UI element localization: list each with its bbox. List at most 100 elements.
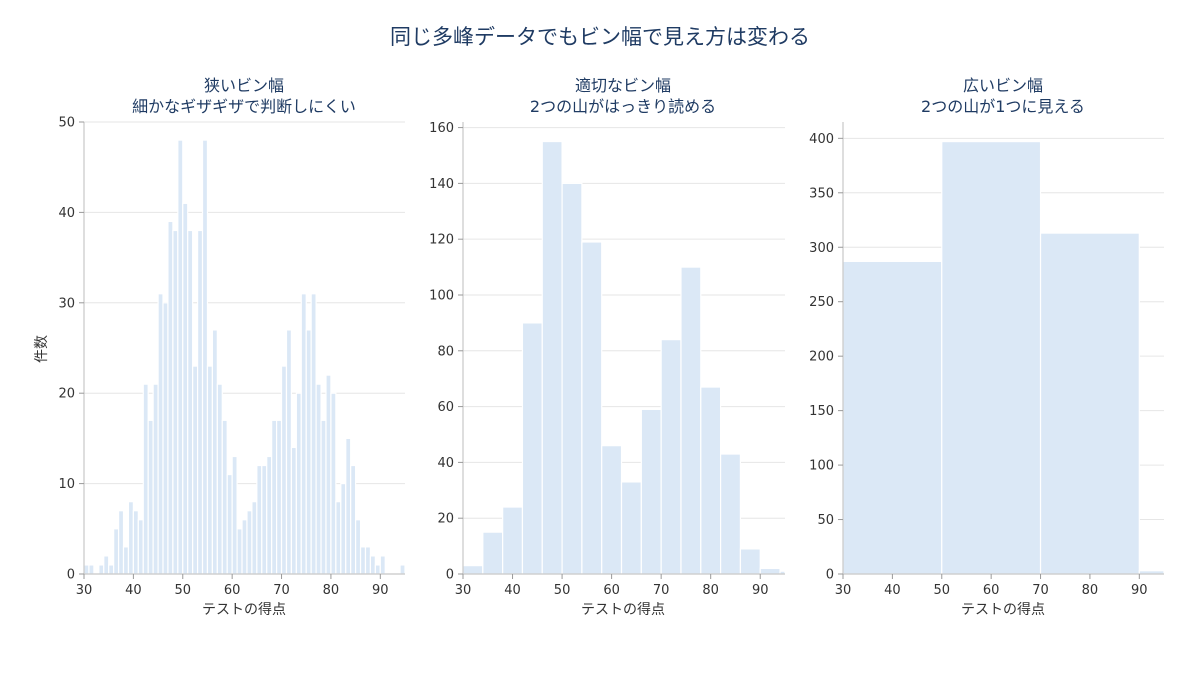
histogram-bar [127, 501, 134, 575]
histogram-bar [369, 555, 376, 575]
histogram-bar [521, 322, 543, 575]
histogram-bar [350, 464, 357, 575]
histogram-bar [251, 501, 258, 575]
x-tick-label: 70 [273, 583, 290, 598]
histogram-bar [103, 555, 110, 575]
y-tick-label: 0 [446, 568, 454, 583]
histogram-bar [502, 506, 524, 575]
histogram-bar [261, 464, 268, 575]
x-tick-label: 90 [372, 583, 389, 598]
histogram-bar [216, 383, 223, 575]
histogram-bar [108, 564, 115, 575]
x-tick-label: 60 [603, 583, 620, 598]
panel-subtitle: 2つの山がはっきり読める [530, 97, 716, 116]
histogram-bar [182, 202, 189, 575]
panel-appropriate-bins: 適切なビン幅 2つの山がはっきり読める 0 20 40 60 80 100 120 140 16… [429, 76, 786, 618]
histogram-bar [330, 392, 337, 575]
panel-wide-bins: 広いビン幅 2つの山が1つに見える 0 50 100 150 200 250 300 350 4… [809, 76, 1165, 618]
panel-narrow-bins: 狭いビン幅 細かなギザギザで判断しにくい 0 10 20 30 40 50 30 40 50 60… [34, 76, 406, 618]
axes: 0 10 20 30 40 50 30 40 50 60 70 80 90 [58, 116, 405, 598]
y-tick-label: 100 [429, 288, 454, 303]
y-tick-label: 100 [809, 459, 834, 474]
x-tick-label: 80 [323, 583, 340, 598]
y-tick-label: 80 [437, 344, 454, 359]
panel-title: 適切なビン幅 [575, 76, 671, 95]
y-tick-label: 60 [437, 400, 454, 415]
histogram-bar [266, 455, 273, 575]
histogram-bar [122, 546, 130, 575]
figure-title: 同じ多峰データでもビン幅で見え方は変わる [390, 25, 810, 49]
histogram-bar [192, 365, 199, 575]
y-tick-label: 150 [809, 404, 834, 419]
histogram-bar [88, 564, 95, 575]
histogram-bar [246, 510, 253, 575]
histogram-bar [172, 229, 179, 575]
histogram-bar [325, 374, 332, 575]
histogram-bar [374, 564, 381, 575]
histogram-bar [280, 365, 288, 575]
axes: 0 50 100 150 200 250 300 350 400 30 40 50 60 70 80 90 [809, 122, 1164, 598]
y-tick-label: 160 [429, 121, 454, 136]
x-tick-label: 60 [983, 583, 1000, 598]
histogram-bar [1039, 232, 1140, 575]
histogram-bar [271, 419, 278, 575]
histogram-bar [295, 392, 302, 575]
gridlines [84, 121, 405, 485]
histogram-bar [581, 241, 603, 575]
histogram-bar [196, 229, 204, 575]
histogram-bar [345, 437, 352, 575]
histogram-bar [211, 329, 218, 575]
histogram-bar [335, 501, 342, 575]
y-tick-label: 20 [58, 387, 75, 402]
histogram-bar [359, 546, 367, 575]
histogram-bar [601, 445, 623, 575]
x-tick-label: 60 [224, 583, 241, 598]
x-axis-label: テストの得点 [202, 601, 286, 618]
histogram-bar [236, 528, 243, 575]
x-tick-label: 50 [554, 583, 571, 598]
histogram-bar [941, 141, 1042, 575]
histogram-bar [842, 260, 943, 575]
histogram-bar [241, 519, 248, 575]
histogram-bar [147, 419, 154, 575]
y-tick-label: 20 [437, 512, 454, 527]
x-tick-label: 30 [76, 583, 93, 598]
y-tick-label: 200 [809, 350, 834, 365]
y-tick-label: 30 [58, 296, 75, 311]
histogram-bar [561, 182, 583, 575]
panel-title: 広いビン幅 [963, 76, 1043, 95]
histogram-bar [231, 455, 238, 575]
bars [462, 140, 786, 575]
y-tick-label: 250 [809, 295, 834, 310]
y-tick-label: 0 [67, 568, 75, 583]
y-tick-label: 350 [809, 186, 834, 201]
histogram-bar [305, 329, 312, 575]
histogram-bar [355, 519, 362, 575]
axes: 0 20 40 60 80 100 120 140 160 30 40 50 60 70 80 90 [429, 121, 785, 598]
histogram-bar [739, 548, 761, 575]
histogram-bar [320, 419, 327, 575]
histogram-bar [157, 293, 164, 575]
x-tick-label: 70 [653, 583, 670, 598]
y-tick-label: 50 [817, 513, 834, 528]
histogram-bar [700, 386, 722, 575]
histogram-bar [167, 220, 174, 575]
y-tick-label: 120 [429, 233, 454, 248]
histogram-bar [187, 229, 194, 575]
x-tick-label: 40 [884, 583, 901, 598]
panel-subtitle: 細かなギザギザで判断しにくい [132, 97, 356, 116]
histogram-bar [759, 567, 781, 575]
x-tick-label: 90 [1131, 583, 1148, 598]
histogram-bar [177, 139, 184, 575]
x-tick-label: 40 [125, 583, 142, 598]
histogram-bar [206, 365, 213, 575]
y-tick-label: 300 [809, 241, 834, 256]
histogram-bar [256, 464, 263, 575]
histogram-bar [719, 453, 742, 575]
y-tick-label: 400 [809, 132, 834, 147]
histogram-bar [340, 483, 347, 575]
y-axis-label: 件数 [34, 335, 50, 363]
histogram-bar [379, 555, 386, 575]
histogram-bar [276, 419, 283, 575]
